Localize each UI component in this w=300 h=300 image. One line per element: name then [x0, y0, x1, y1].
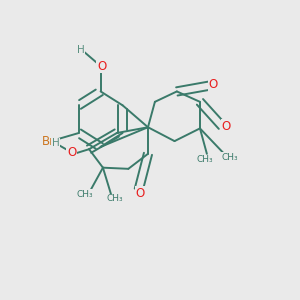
- Text: CH₃: CH₃: [76, 190, 93, 199]
- Text: CH₃: CH₃: [106, 194, 123, 203]
- Text: O: O: [221, 120, 231, 133]
- Text: O: O: [67, 146, 76, 159]
- Text: O: O: [135, 187, 145, 200]
- Text: O: O: [97, 59, 106, 73]
- Text: H: H: [77, 45, 85, 55]
- Text: Br: Br: [42, 135, 55, 148]
- Text: O: O: [209, 78, 218, 91]
- Text: H: H: [52, 138, 59, 148]
- Text: CH₃: CH₃: [222, 153, 238, 162]
- Text: CH₃: CH₃: [196, 155, 213, 164]
